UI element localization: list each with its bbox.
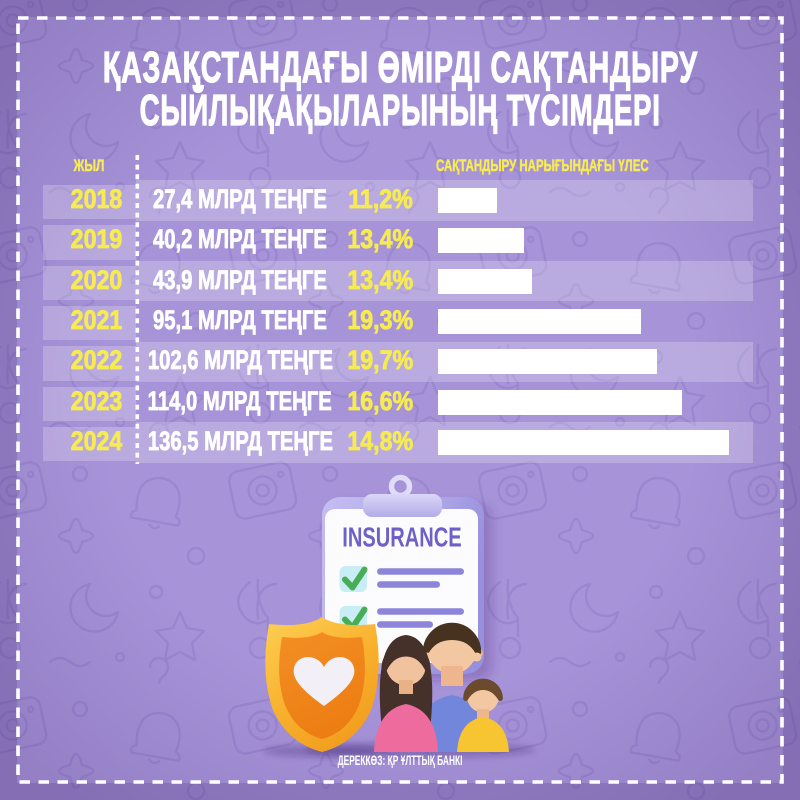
svg-text:INSURANCE: INSURANCE bbox=[342, 522, 461, 553]
